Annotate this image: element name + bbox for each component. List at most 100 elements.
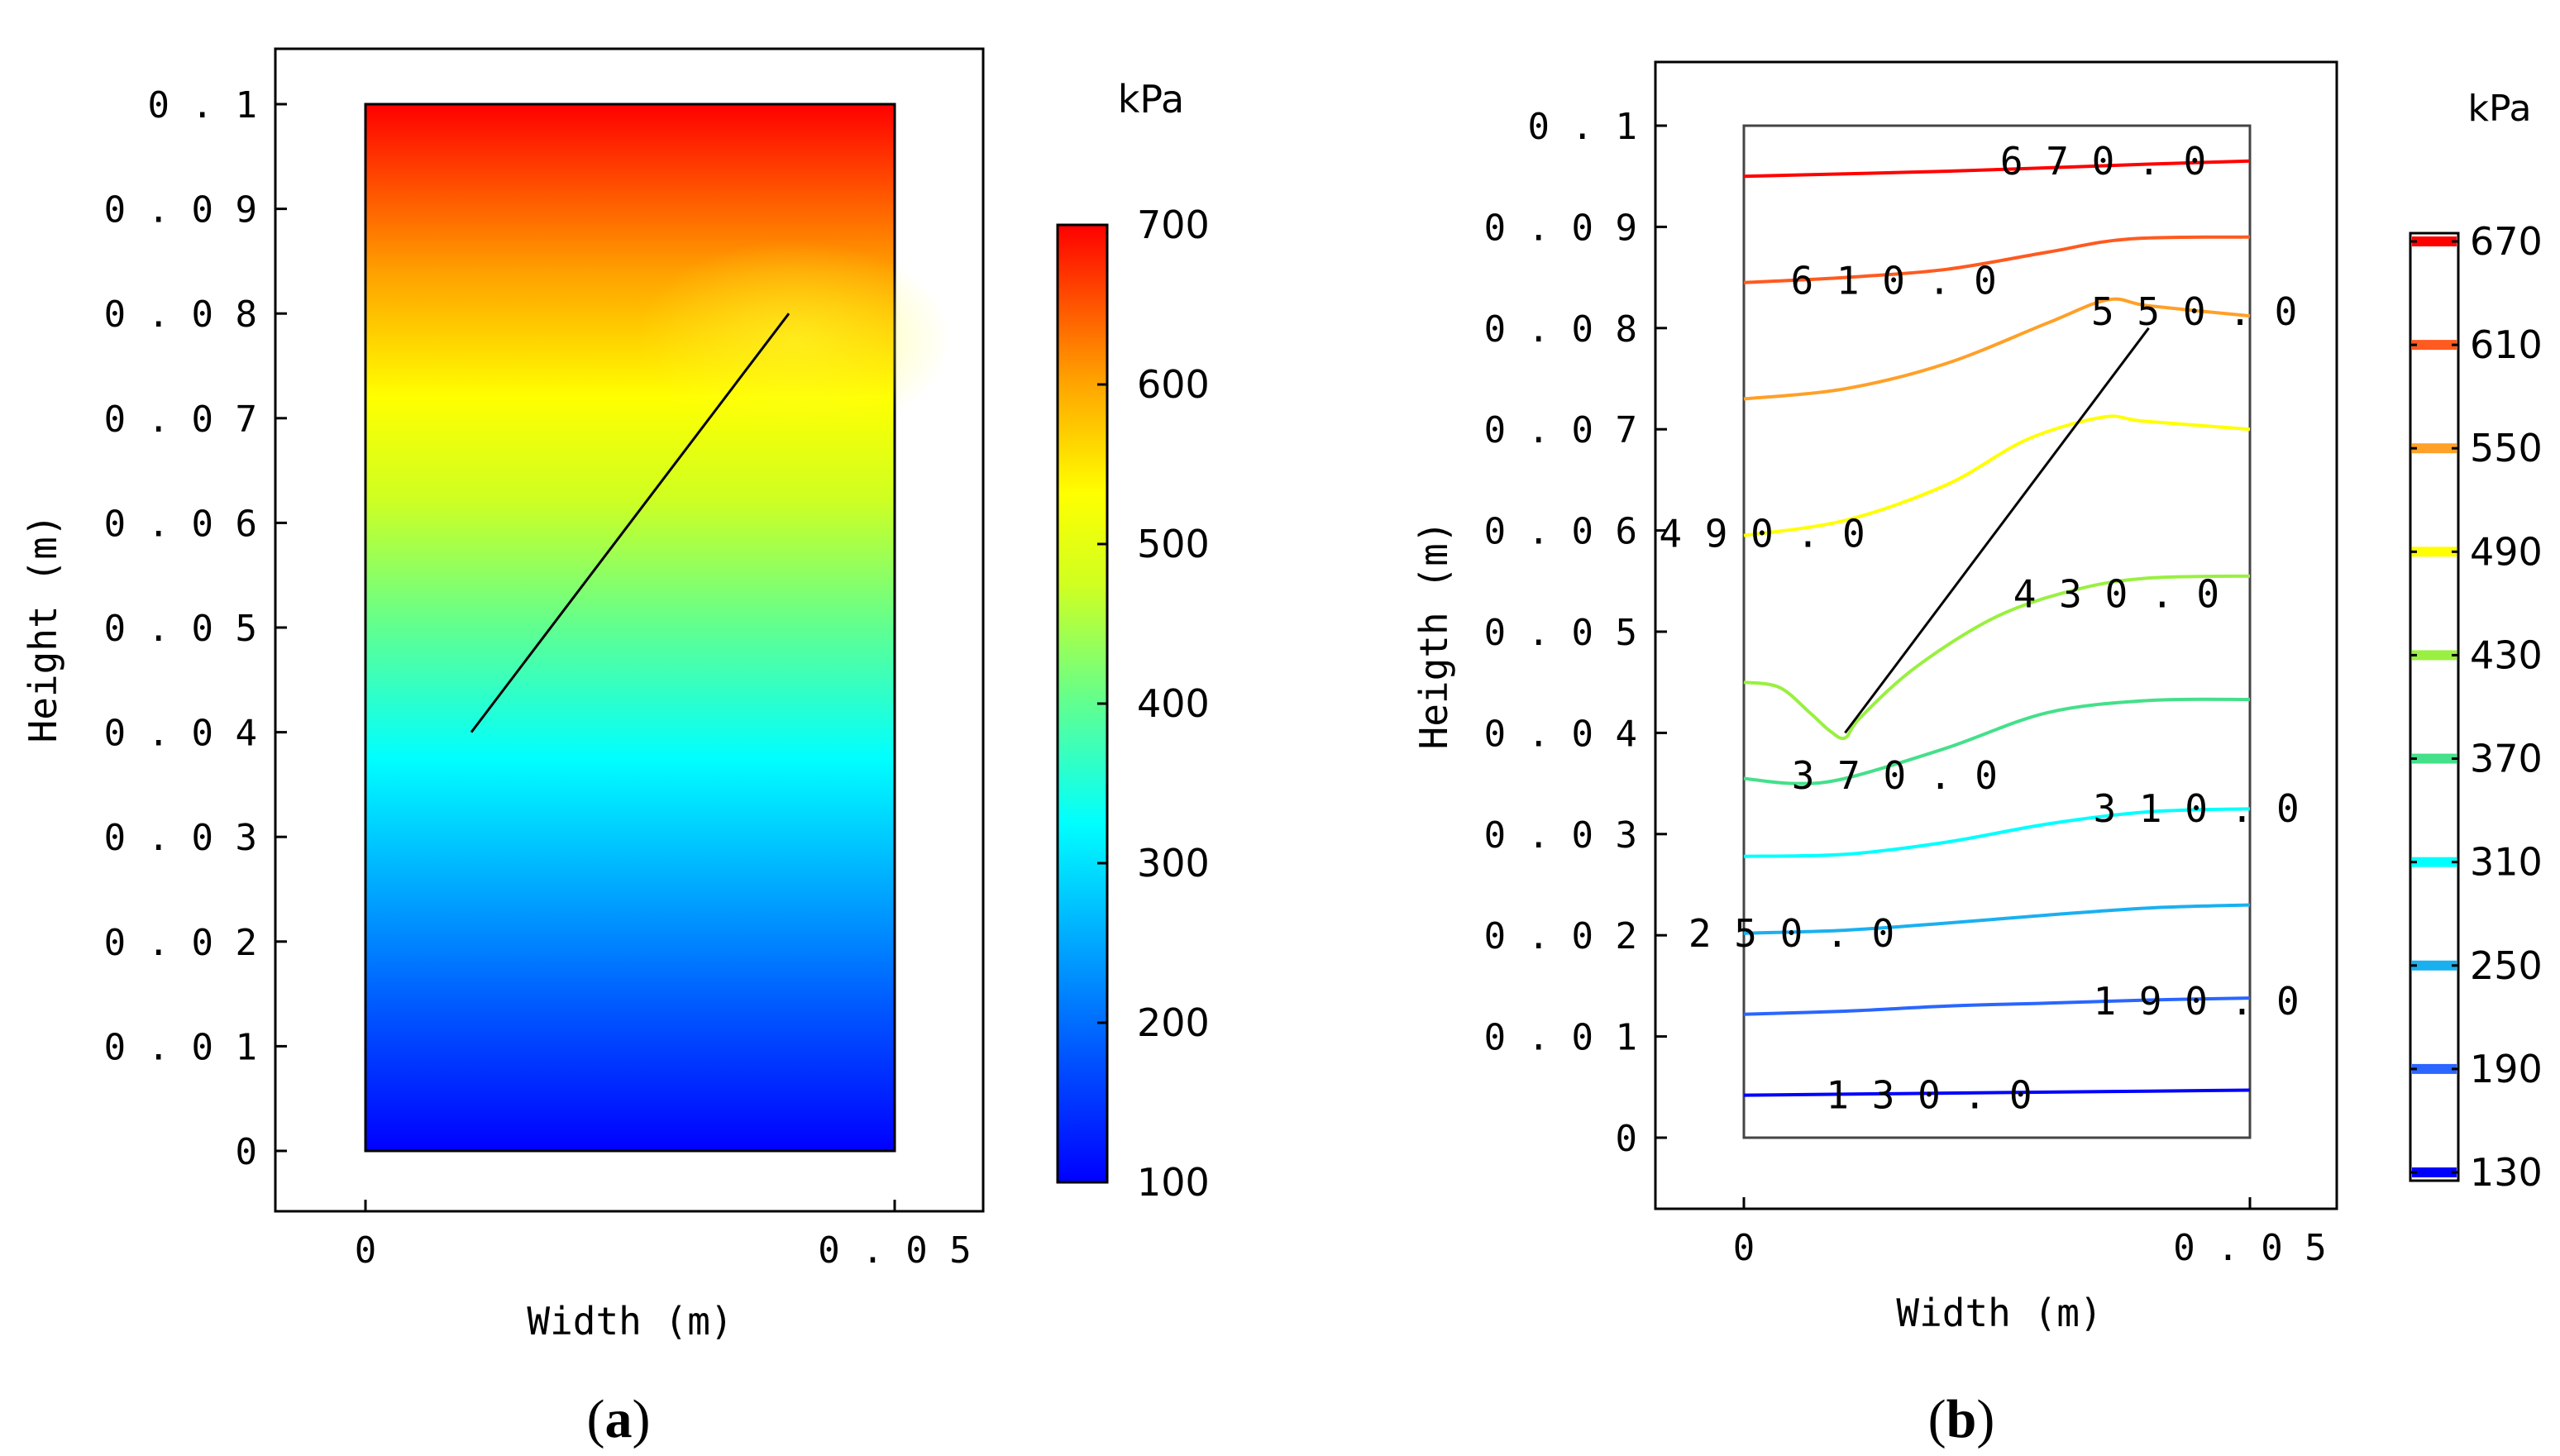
y-tick-label: 0 . 1 [148,84,257,127]
y-tick-label: 0 . 0 1 [1484,1017,1637,1059]
contour-label: 5 5 0 . 0 [2091,289,2297,334]
panel-b-legend-levels: 670 610 550 490 430 370 310 250 190 130 [2410,219,2543,1195]
contour-label: 4 3 0 . 0 [2013,572,2219,617]
panel-a-crack-line [470,313,790,733]
legend-swatch [2412,1063,2457,1074]
y-tick-label: 0 . 0 2 [104,922,257,964]
legend-label: 310 [2470,840,2543,885]
panel-b-legend-unit: kPa [2468,88,2532,130]
contour-label: 1 3 0 . 0 [1826,1073,2032,1118]
legend-label: 550 [2470,426,2543,470]
colorbar-tick-label: 500 [1137,522,1210,566]
y-tick-label: 0 [236,1131,258,1173]
y-tick-label: 0 . 0 3 [1484,814,1637,857]
y-tick-label: 0 . 0 8 [1484,308,1637,351]
colorbar-tick-label: 400 [1137,681,1210,726]
y-tick-label: 0 . 0 4 [1484,713,1637,755]
panel-b-y-ticks: 0 . 1 0 . 0 9 0 . 0 8 0 . 0 7 0 . 0 6 0 . 0 5… [1484,106,1667,1160]
panel-b-xlabel: Width (m) [1896,1291,2102,1335]
legend-swatch [2412,650,2457,661]
colorbar-tick-label: 600 [1137,362,1210,407]
contour-label: 2 5 0 . 0 [1688,911,1894,956]
contour-label: 1 9 0 . 0 [2094,979,2300,1024]
y-tick-label: 0 . 0 6 [1484,511,1637,553]
panel-b-contour: 6 7 0 . 0 6 1 0 . 0 5 5 0 . 0 4 9 0 . 0 4 3 … [1411,60,2543,1449]
x-tick-label: 0 . 0 5 [2173,1227,2326,1269]
y-tick-label: 0 . 0 2 [1484,915,1637,957]
y-tick-label: 0 . 0 7 [1484,409,1637,451]
contour-label: 6 1 0 . 0 [1791,258,1997,303]
y-tick-label: 0 . 0 9 [104,189,257,232]
colorbar-tick-label: 200 [1137,1000,1210,1045]
panel-a-colorbar-unit: kPa [1118,77,1185,122]
x-tick-label: 0 [1733,1227,1755,1269]
contour-line-550.0 [1743,297,2251,401]
panel-b-axes-frame [1654,60,2338,1210]
contour-line-250.0 [1743,903,2251,935]
y-tick-label: 0 . 0 8 [104,294,257,336]
contour-line-430.0 [1743,574,2251,741]
panel-b-crack-line [1844,327,2150,734]
panel-b-ylabel: Heigth (m) [1411,521,1456,750]
legend-swatch [2412,547,2457,557]
contour-label: 4 9 0 . 0 [1659,511,1865,556]
legend-swatch [2412,340,2457,351]
panel-b-caption-letter: b [1946,1389,1977,1449]
legend-swatch [2412,857,2457,867]
legend-swatch [2412,753,2457,764]
panel-a-ylabel: Height (m) [21,514,65,743]
legend-label: 250 [2470,943,2543,988]
x-tick-label: 0 [355,1229,377,1272]
colorbar-tick-label: 300 [1137,841,1210,886]
y-tick-label: 0 . 0 9 [1484,207,1637,249]
contour-label: 3 1 0 . 0 [2094,786,2300,831]
contour-line-670.0 [1743,159,2251,179]
panel-a-caption-letter: a [605,1389,633,1449]
colorbar-tick-label: 700 [1137,203,1210,247]
panel-a-y-ticks: 0 . 1 0 . 0 9 0 . 0 8 0 . 0 7 0 . 0 6 0 . 0 5… [104,84,287,1173]
contour-line-610.0 [1743,235,2251,284]
panel-a-heatmap: 0 . 1 0 . 0 9 0 . 0 8 0 . 0 7 0 . 0 6 0 . 0 5… [21,47,1210,1449]
contour-label: 6 7 0 . 0 [2000,139,2206,184]
legend-label: 430 [2470,633,2543,677]
panel-a-x-ticks: 0 0 . 0 5 [355,1200,972,1272]
panel-a-crack-tip-highlight [637,240,951,438]
legend-label: 670 [2470,219,2543,264]
x-tick-label: 0 . 0 5 [818,1229,971,1272]
contour-line-370.0 [1743,697,2251,785]
legend-label: 370 [2470,737,2543,781]
y-tick-label: 0 . 0 5 [104,608,257,650]
y-tick-label: 0 . 0 7 [104,399,257,441]
panel-b-caption: (b) [1928,1389,1995,1449]
panel-b-x-ticks: 0 0 . 0 5 [1733,1197,2327,1269]
legend-swatch [2412,1167,2457,1177]
contour-line-490.0 [1743,414,2251,537]
colorbar-tick-label: 100 [1137,1160,1210,1205]
y-tick-label: 0 . 0 5 [1484,612,1637,654]
legend-swatch [2412,443,2457,454]
legend-label: 130 [2470,1150,2543,1195]
y-tick-label: 0 [1616,1118,1638,1160]
legend-swatch [2412,236,2457,246]
panel-a-caption: (a) [587,1389,651,1449]
panel-b-domain-frame [1742,124,2252,1139]
contour-label: 3 7 0 . 0 [1792,753,1998,798]
legend-swatch [2412,960,2457,971]
contour-line-130.0 [1743,1088,2251,1097]
y-tick-label: 0 . 0 3 [104,817,257,859]
y-tick-label: 0 . 0 4 [104,713,257,755]
panel-b-legend-box [2409,232,2460,1182]
y-tick-label: 0 . 1 [1528,106,1637,148]
legend-label: 190 [2470,1047,2543,1091]
panel-b-contour-labels: 6 7 0 . 0 6 1 0 . 0 5 5 0 . 0 4 9 0 . 0 4 3 … [1659,139,2299,1118]
panel-a-xlabel: Width (m) [527,1299,733,1344]
panel-b-contour-lines [1743,159,2251,1097]
contour-line-310.0 [1743,807,2251,858]
y-tick-label: 0 . 0 1 [104,1026,257,1068]
y-tick-label: 0 . 0 6 [104,503,257,545]
legend-label: 610 [2470,322,2543,367]
contour-line-190.0 [1743,996,2251,1016]
panel-a-colorbar-ticks: 700 600 500 400 300 200 100 [1097,203,1210,1205]
legend-label: 490 [2470,529,2543,574]
